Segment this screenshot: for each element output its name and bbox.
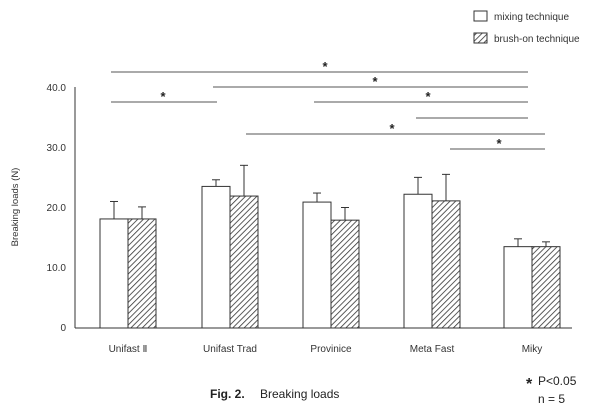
bar-mixing-1: [99, 218, 129, 329]
bar-mixing-4: [403, 193, 433, 329]
bar-mixing-2: [201, 185, 231, 329]
stat-notes: * P<0.05 n = 5: [526, 374, 577, 406]
legend-label-brush: brush-on technique: [494, 34, 580, 45]
bar-brush-3: [330, 219, 360, 329]
caption-title: Breaking loads: [260, 387, 339, 401]
significance-star: *: [160, 89, 166, 104]
y-tick-label: 0: [60, 323, 66, 334]
legend: mixing technique brush-on technique: [473, 10, 580, 45]
category-label: Meta Fast: [410, 344, 455, 355]
bars: [99, 164, 561, 329]
figure-caption: Fig. 2. Breaking loads: [210, 387, 339, 401]
bar-brush-1: [127, 218, 157, 329]
category-label: Miky: [522, 344, 543, 355]
category-label: Unifast Trad: [203, 344, 257, 355]
legend-label-mixing: mixing technique: [494, 12, 569, 23]
significance-star: *: [322, 59, 328, 74]
p-value-note: P<0.05: [538, 374, 577, 388]
bar-mixing-5: [503, 246, 533, 329]
legend-swatch-brush: [473, 32, 488, 44]
category-labels: Unifast Ⅱ Unifast Trad Provinice Meta Fa…: [109, 344, 543, 355]
bar-mixing-3: [302, 201, 332, 329]
bar-brush-5: [531, 246, 561, 329]
category-label: Unifast Ⅱ: [109, 344, 148, 355]
y-ticks: 0 10.0 20.0 30.0 40.0: [47, 83, 67, 334]
significance-brackets: * * * * * *: [111, 59, 545, 151]
y-axis-label: Breaking loads (N): [10, 168, 21, 247]
significance-star: *: [389, 121, 395, 136]
significance-star: *: [372, 74, 378, 89]
y-tick-label: 40.0: [47, 83, 67, 94]
caption-figure-number: Fig. 2.: [210, 387, 245, 401]
significance-star: *: [496, 136, 502, 151]
p-value-star: *: [526, 376, 533, 393]
bar-brush-2: [229, 195, 259, 329]
category-label: Provinice: [310, 344, 352, 355]
sample-size-note: n = 5: [538, 392, 565, 406]
y-tick-label: 10.0: [47, 263, 67, 274]
legend-swatch-mixing: [473, 10, 488, 22]
bar-brush-4: [431, 200, 461, 329]
y-tick-label: 20.0: [47, 203, 67, 214]
significance-star: *: [425, 89, 431, 104]
y-tick-label: 30.0: [47, 143, 67, 154]
